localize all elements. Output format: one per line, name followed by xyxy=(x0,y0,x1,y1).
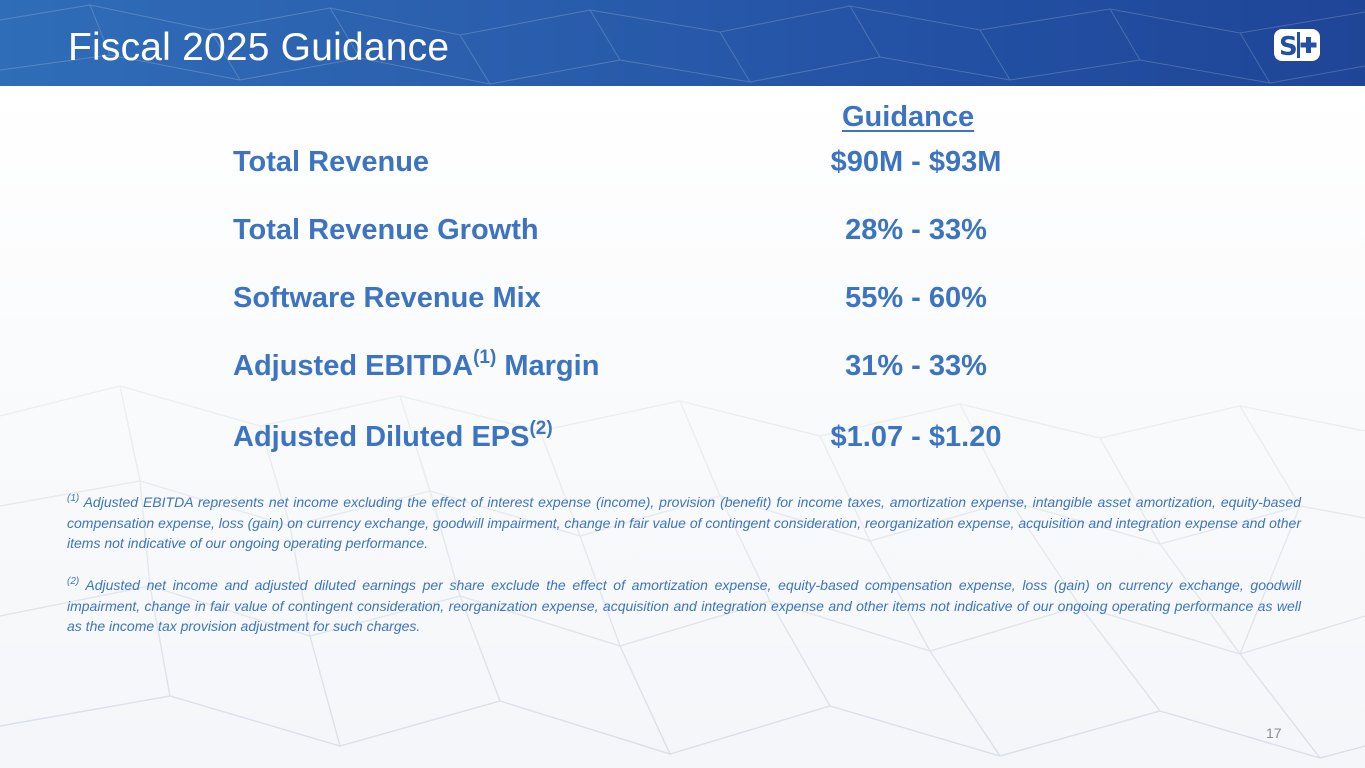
metric-label-software-revenue-mix: Software Revenue Mix xyxy=(233,282,541,314)
metric-label-total-revenue: Total Revenue xyxy=(233,146,430,178)
footnote-1: (1) Adjusted EBITDA represents net incom… xyxy=(67,492,1301,554)
footnote-2: (2) Adjusted net income and adjusted dil… xyxy=(67,575,1301,637)
footnote-ref-1: (1) xyxy=(473,347,497,368)
slide-title: Fiscal 2025 Guidance xyxy=(68,26,450,69)
svg-text:S: S xyxy=(1279,32,1298,62)
header-network-pattern xyxy=(0,4,1365,85)
footnote-1-text: Adjusted EBITDA represents net income ex… xyxy=(67,494,1301,551)
metric-value-total-revenue-growth: 28% - 33% xyxy=(845,214,987,246)
metric-label-adjusted-diluted-eps: Adjusted Diluted EPS(2) xyxy=(233,418,553,453)
metric-value-total-revenue: $90M - $93M xyxy=(830,146,1002,178)
footnote-2-marker: (2) xyxy=(67,576,80,587)
metric-value-software-revenue-mix: 55% - 60% xyxy=(845,282,987,314)
footnote-ref-2: (2) xyxy=(529,418,553,439)
background-network-pattern xyxy=(0,86,1365,768)
footnote-2-text: Adjusted net income and adjusted diluted… xyxy=(67,577,1301,634)
metric-label-total-revenue-growth: Total Revenue Growth xyxy=(233,214,539,246)
page-number: 17 xyxy=(1266,725,1282,741)
metric-label-adjusted-ebitda-margin: Adjusted EBITDA(1) Margin xyxy=(233,347,600,382)
guidance-column-header: Guidance xyxy=(842,101,975,133)
footnote-1-marker: (1) xyxy=(67,493,80,504)
company-logo: S xyxy=(1274,29,1320,62)
metric-value-adjusted-ebitda-margin: 31% - 33% xyxy=(845,350,987,382)
header-bar: Fiscal 2025 Guidance S xyxy=(0,0,1365,86)
metric-value-adjusted-diluted-eps: $1.07 - $1.20 xyxy=(830,421,1002,453)
